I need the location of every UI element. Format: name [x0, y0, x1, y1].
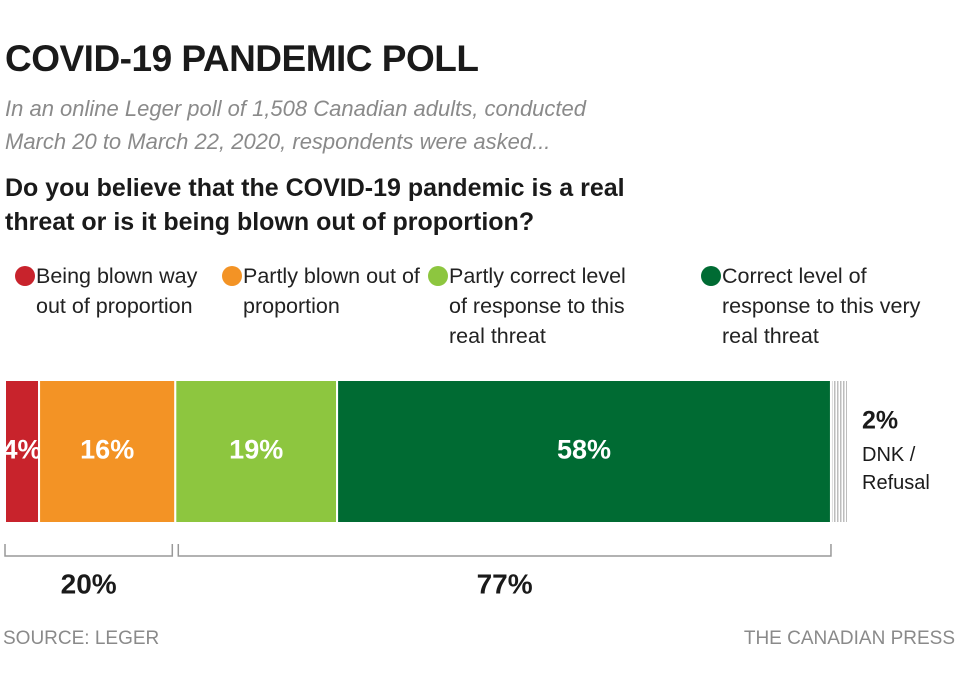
bar-segment — [4, 379, 41, 524]
question: Do you believe that the COVID-19 pandemi… — [5, 174, 625, 236]
credit: THE CANADIAN PRESS — [743, 628, 955, 649]
legend-label: Correct level of response to this very r… — [722, 264, 921, 348]
chart-title: COVID-19 PANDEMIC POLL — [5, 38, 479, 79]
legend-label: Being blown way out of proportion — [36, 264, 198, 318]
chart-subtitle: In an online Leger poll of 1,508 Canadia… — [5, 96, 586, 154]
group-label: 77% — [477, 568, 533, 599]
legend-label: Partly blown out of proportion — [243, 264, 420, 318]
legend-marker — [222, 266, 242, 286]
value-label: 58% — [557, 435, 611, 465]
legend-marker — [428, 266, 448, 286]
group-bracket — [177, 544, 832, 557]
bar-segment — [336, 379, 832, 524]
value-label: 4% — [3, 435, 42, 465]
bar-segment — [38, 379, 177, 524]
legend-marker — [701, 266, 721, 286]
value-label: 16% — [80, 435, 134, 465]
group-bracket — [4, 544, 174, 557]
value-label: 19% — [229, 435, 283, 465]
legend-marker — [15, 266, 35, 286]
group-label: 20% — [61, 568, 117, 599]
segment-name: DNK / Refusal — [862, 444, 930, 494]
source: SOURCE: LEGER — [3, 628, 160, 649]
legend-label: Partly correct level of response to this… — [449, 264, 626, 348]
bar-segment — [829, 379, 850, 524]
value-label: 2% — [862, 407, 898, 435]
